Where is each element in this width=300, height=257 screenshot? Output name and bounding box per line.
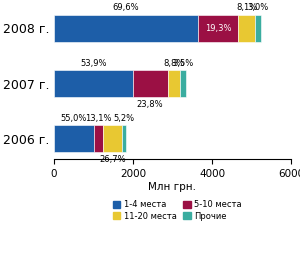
Text: 8,1%: 8,1% [236,3,257,12]
Bar [94,125,103,152]
Bar [54,70,133,97]
Text: 13,1%: 13,1% [85,114,112,123]
Bar [54,15,198,42]
Text: 19,3%: 19,3% [205,24,232,33]
Text: 3,0%: 3,0% [248,3,269,12]
Text: 55,0%: 55,0% [61,114,87,123]
Bar [238,15,255,42]
Legend: 1-4 места, 11-20 места, 5-10 места, Прочие: 1-4 места, 11-20 места, 5-10 места, Проч… [110,197,245,224]
Bar [54,125,94,152]
Text: 3,5%: 3,5% [172,59,194,68]
Bar [255,15,261,42]
Text: 69,6%: 69,6% [113,3,140,12]
Bar [103,125,122,152]
Bar [198,15,238,42]
X-axis label: Млн грн.: Млн грн. [148,182,196,192]
Bar [122,125,126,152]
Bar [133,70,168,97]
Bar [180,70,185,97]
Text: 23,8%: 23,8% [137,99,164,108]
Text: 26,7%: 26,7% [99,155,126,164]
Text: 53,9%: 53,9% [80,59,106,68]
Text: 8,8%: 8,8% [163,59,185,68]
Text: 5,2%: 5,2% [113,114,135,123]
Bar [168,70,180,97]
